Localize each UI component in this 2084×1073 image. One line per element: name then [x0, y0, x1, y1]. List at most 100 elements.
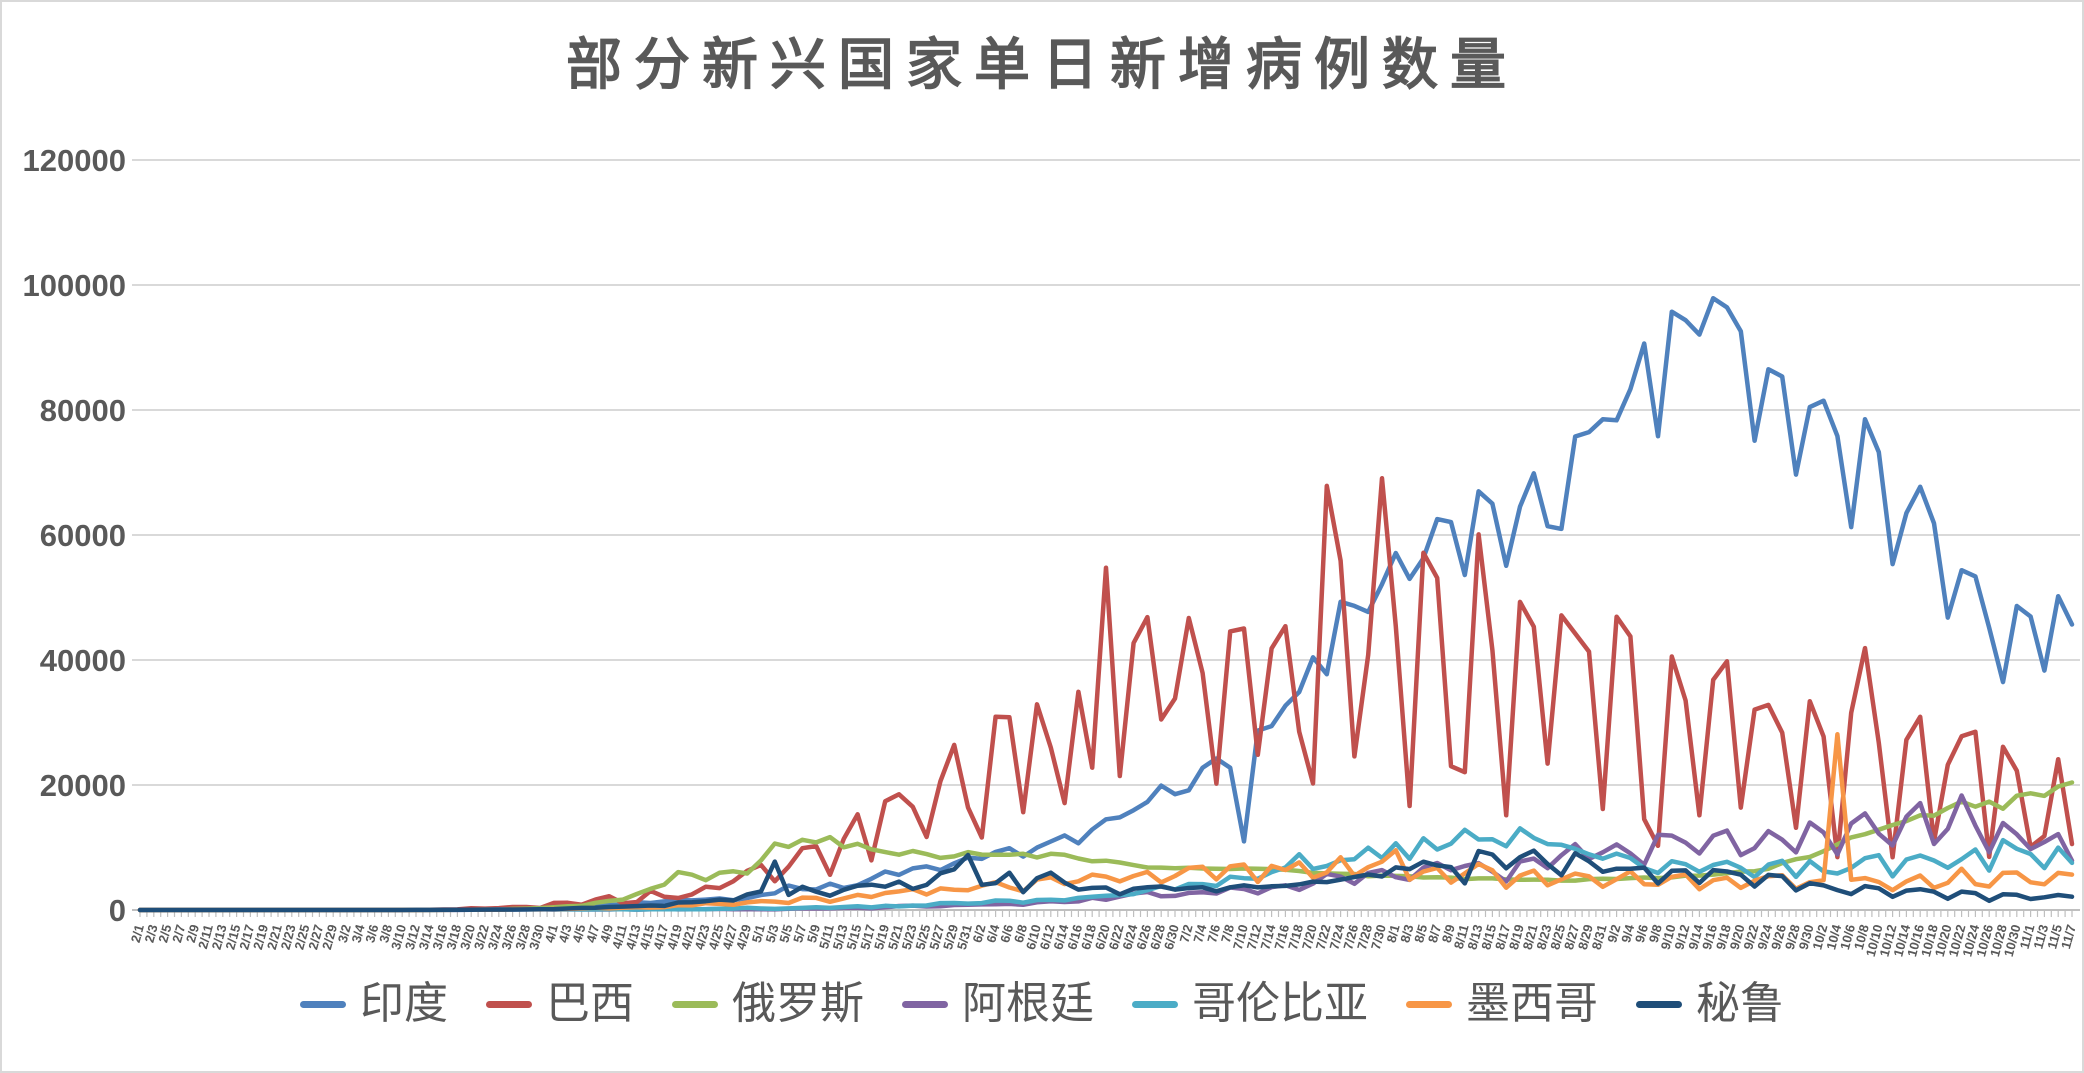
- legend-label-mexico: 墨西哥: [1466, 979, 1598, 1028]
- legend-label-india: 印度: [360, 979, 448, 1028]
- svg-text:6/2: 6/2: [970, 923, 989, 944]
- svg-text:20000: 20000: [40, 768, 126, 803]
- svg-text:8/11: 8/11: [1451, 923, 1472, 951]
- svg-text:3/30: 3/30: [526, 923, 547, 951]
- svg-text:5/25: 5/25: [912, 923, 933, 951]
- svg-text:4/21: 4/21: [678, 923, 699, 951]
- svg-text:6/22: 6/22: [1106, 923, 1127, 951]
- legend: 印度 巴西 俄罗斯 阿根廷 哥伦比亚 墨西哥 秘鲁: [2, 982, 2082, 1026]
- svg-text:4/9: 4/9: [597, 923, 616, 944]
- svg-text:10/8: 10/8: [1851, 923, 1872, 951]
- svg-text:7/26: 7/26: [1340, 923, 1361, 951]
- svg-text:100000: 100000: [23, 268, 126, 303]
- svg-text:4/27: 4/27: [719, 923, 740, 951]
- svg-text:7/16: 7/16: [1271, 923, 1292, 951]
- svg-text:7/24: 7/24: [1326, 922, 1347, 951]
- svg-text:9/30: 9/30: [1796, 923, 1817, 951]
- legend-label-colombia: 哥伦比亚: [1192, 979, 1368, 1028]
- svg-text:3/14: 3/14: [416, 922, 437, 951]
- svg-text:7/22: 7/22: [1313, 923, 1334, 951]
- svg-text:3/18: 3/18: [443, 923, 464, 951]
- svg-text:120000: 120000: [23, 143, 126, 178]
- svg-text:4/11: 4/11: [609, 923, 630, 951]
- svg-text:4/13: 4/13: [623, 923, 644, 951]
- svg-text:7/2: 7/2: [1177, 923, 1196, 944]
- svg-text:2/11: 2/11: [195, 923, 216, 951]
- svg-text:5/13: 5/13: [830, 923, 851, 951]
- svg-text:5/3: 5/3: [763, 923, 782, 944]
- svg-text:5/7: 5/7: [790, 923, 809, 944]
- svg-text:11/1: 11/1: [2017, 923, 2038, 951]
- svg-text:5/9: 5/9: [804, 923, 823, 944]
- svg-text:8/1: 8/1: [1384, 923, 1403, 944]
- svg-text:8/29: 8/29: [1575, 923, 1596, 951]
- chart-title: 部分新兴国家单日新增病例数量: [566, 35, 1518, 97]
- svg-text:2/29: 2/29: [319, 923, 340, 951]
- svg-text:4/25: 4/25: [705, 923, 726, 951]
- svg-text:9/28: 9/28: [1782, 923, 1803, 951]
- svg-text:9/8: 9/8: [1646, 923, 1665, 944]
- svg-text:4/23: 4/23: [692, 923, 713, 951]
- svg-text:4/15: 4/15: [636, 923, 657, 951]
- svg-text:2/25: 2/25: [291, 923, 312, 951]
- svg-text:9/18: 9/18: [1713, 923, 1734, 951]
- svg-text:2/23: 2/23: [278, 923, 299, 951]
- svg-text:6/26: 6/26: [1133, 923, 1154, 951]
- svg-text:4/7: 4/7: [583, 923, 602, 944]
- svg-text:6/6: 6/6: [997, 923, 1016, 944]
- svg-text:4/29: 4/29: [733, 923, 754, 951]
- svg-text:4/17: 4/17: [650, 923, 671, 951]
- svg-text:3/20: 3/20: [457, 923, 478, 951]
- svg-text:7/20: 7/20: [1299, 923, 1320, 951]
- legend-item-peru: 秘鲁: [1636, 982, 1784, 1026]
- svg-text:6/12: 6/12: [1037, 923, 1058, 951]
- svg-text:6/20: 6/20: [1092, 923, 1113, 951]
- svg-text:3/24: 3/24: [485, 922, 506, 951]
- svg-text:8/23: 8/23: [1533, 923, 1554, 951]
- svg-text:6/30: 6/30: [1161, 923, 1182, 951]
- svg-text:40000: 40000: [40, 643, 126, 678]
- russia-line-swatch-icon: [672, 1000, 718, 1008]
- svg-text:7/18: 7/18: [1285, 923, 1306, 951]
- svg-text:3/12: 3/12: [402, 923, 423, 951]
- svg-text:4/5: 4/5: [569, 923, 588, 944]
- svg-text:4/19: 4/19: [664, 923, 685, 951]
- svg-text:5/11: 5/11: [816, 923, 837, 951]
- svg-text:6/4: 6/4: [983, 922, 1002, 944]
- svg-text:7/6: 7/6: [1204, 923, 1223, 944]
- svg-text:11/3: 11/3: [2030, 923, 2051, 951]
- svg-text:8/17: 8/17: [1492, 923, 1513, 951]
- legend-label-peru: 秘鲁: [1696, 979, 1784, 1028]
- svg-text:5/29: 5/29: [940, 923, 961, 951]
- svg-text:2/15: 2/15: [222, 923, 243, 951]
- svg-text:5/31: 5/31: [954, 923, 975, 951]
- svg-text:10/4: 10/4: [1823, 922, 1844, 951]
- svg-text:2/17: 2/17: [236, 923, 257, 951]
- svg-text:9/20: 9/20: [1727, 923, 1748, 951]
- svg-text:7/8: 7/8: [1218, 923, 1237, 944]
- svg-text:6/24: 6/24: [1119, 922, 1140, 951]
- svg-text:2/1: 2/1: [128, 923, 147, 944]
- svg-text:10/6: 10/6: [1837, 923, 1858, 951]
- svg-text:9/24: 9/24: [1754, 922, 1775, 951]
- svg-text:7/4: 7/4: [1190, 922, 1209, 944]
- svg-text:9/16: 9/16: [1699, 923, 1720, 951]
- svg-text:7/12: 7/12: [1244, 923, 1265, 951]
- legend-label-brazil: 巴西: [546, 979, 634, 1028]
- svg-text:5/5: 5/5: [776, 923, 795, 944]
- svg-text:7/14: 7/14: [1257, 922, 1278, 951]
- svg-text:6/8: 6/8: [1011, 923, 1030, 944]
- svg-text:8/3: 8/3: [1397, 923, 1416, 944]
- svg-text:3/10: 3/10: [388, 923, 409, 951]
- colombia-line-swatch-icon: [1132, 1000, 1178, 1008]
- svg-text:7/10: 7/10: [1230, 923, 1251, 951]
- svg-text:0: 0: [109, 893, 126, 928]
- legend-item-mexico: 墨西哥: [1406, 982, 1598, 1026]
- svg-text:9/26: 9/26: [1768, 923, 1789, 951]
- svg-text:5/21: 5/21: [885, 923, 906, 951]
- svg-text:9/12: 9/12: [1671, 923, 1692, 951]
- svg-text:9/22: 9/22: [1740, 923, 1761, 951]
- svg-text:8/27: 8/27: [1561, 923, 1582, 951]
- svg-text:3/4: 3/4: [349, 922, 368, 944]
- svg-text:4/3: 4/3: [556, 923, 575, 944]
